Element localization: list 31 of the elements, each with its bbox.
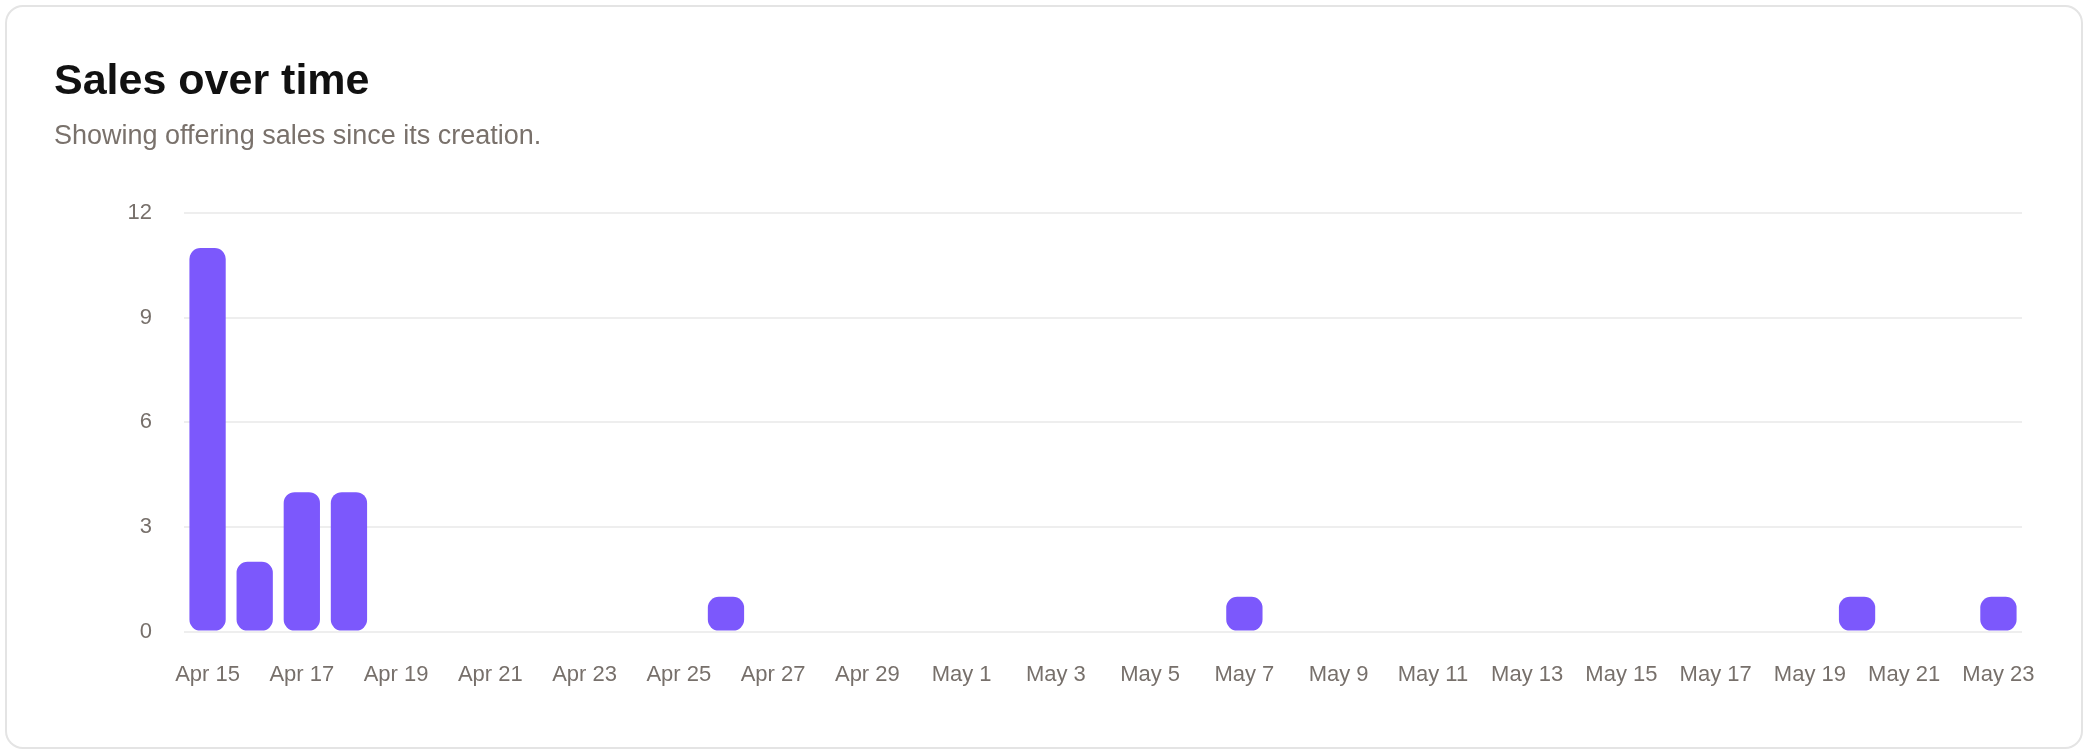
x-tick-label: Apr 23	[552, 660, 617, 686]
y-tick-label: 6	[139, 408, 152, 434]
x-tick-label: May 9	[1308, 660, 1369, 686]
y-tick-label: 9	[139, 303, 152, 329]
x-tick-label: Apr 27	[740, 660, 806, 686]
x-tick-label: May 15	[1585, 660, 1658, 686]
y-tick-label: 3	[139, 513, 152, 539]
x-tick-label: May 13	[1491, 660, 1564, 686]
x-tick-label: May 7	[1214, 660, 1275, 686]
x-tick-label: Apr 29	[834, 660, 900, 686]
x-tick-label: May 3	[1025, 660, 1086, 686]
x-tick-label: May 23	[1962, 660, 2035, 686]
x-tick-label: May 17	[1679, 660, 1752, 686]
y-tick-label: 12	[127, 199, 152, 225]
chart-subtitle: Showing offering sales since its creation.	[54, 119, 542, 152]
x-tick-label: May 5	[1120, 660, 1181, 686]
x-tick-label: Apr 25	[646, 660, 712, 686]
x-tick-label: Apr 21	[457, 660, 523, 686]
x-tick-label: May 19	[1773, 660, 1846, 686]
x-tick-label: Apr 15	[175, 660, 240, 686]
x-tick-label: May 1	[931, 660, 992, 686]
y-tick-label: 0	[139, 617, 152, 643]
bar	[189, 248, 226, 631]
bar	[236, 561, 273, 631]
x-tick-label: Apr 19	[363, 660, 429, 686]
x-tick-label: May 21	[1868, 660, 1941, 686]
x-tick-label: May 11	[1397, 660, 1469, 686]
x-tick-label: Apr 17	[269, 660, 335, 686]
bar	[330, 492, 368, 631]
chart-title: Sales over time	[54, 55, 370, 104]
bar	[283, 492, 320, 631]
